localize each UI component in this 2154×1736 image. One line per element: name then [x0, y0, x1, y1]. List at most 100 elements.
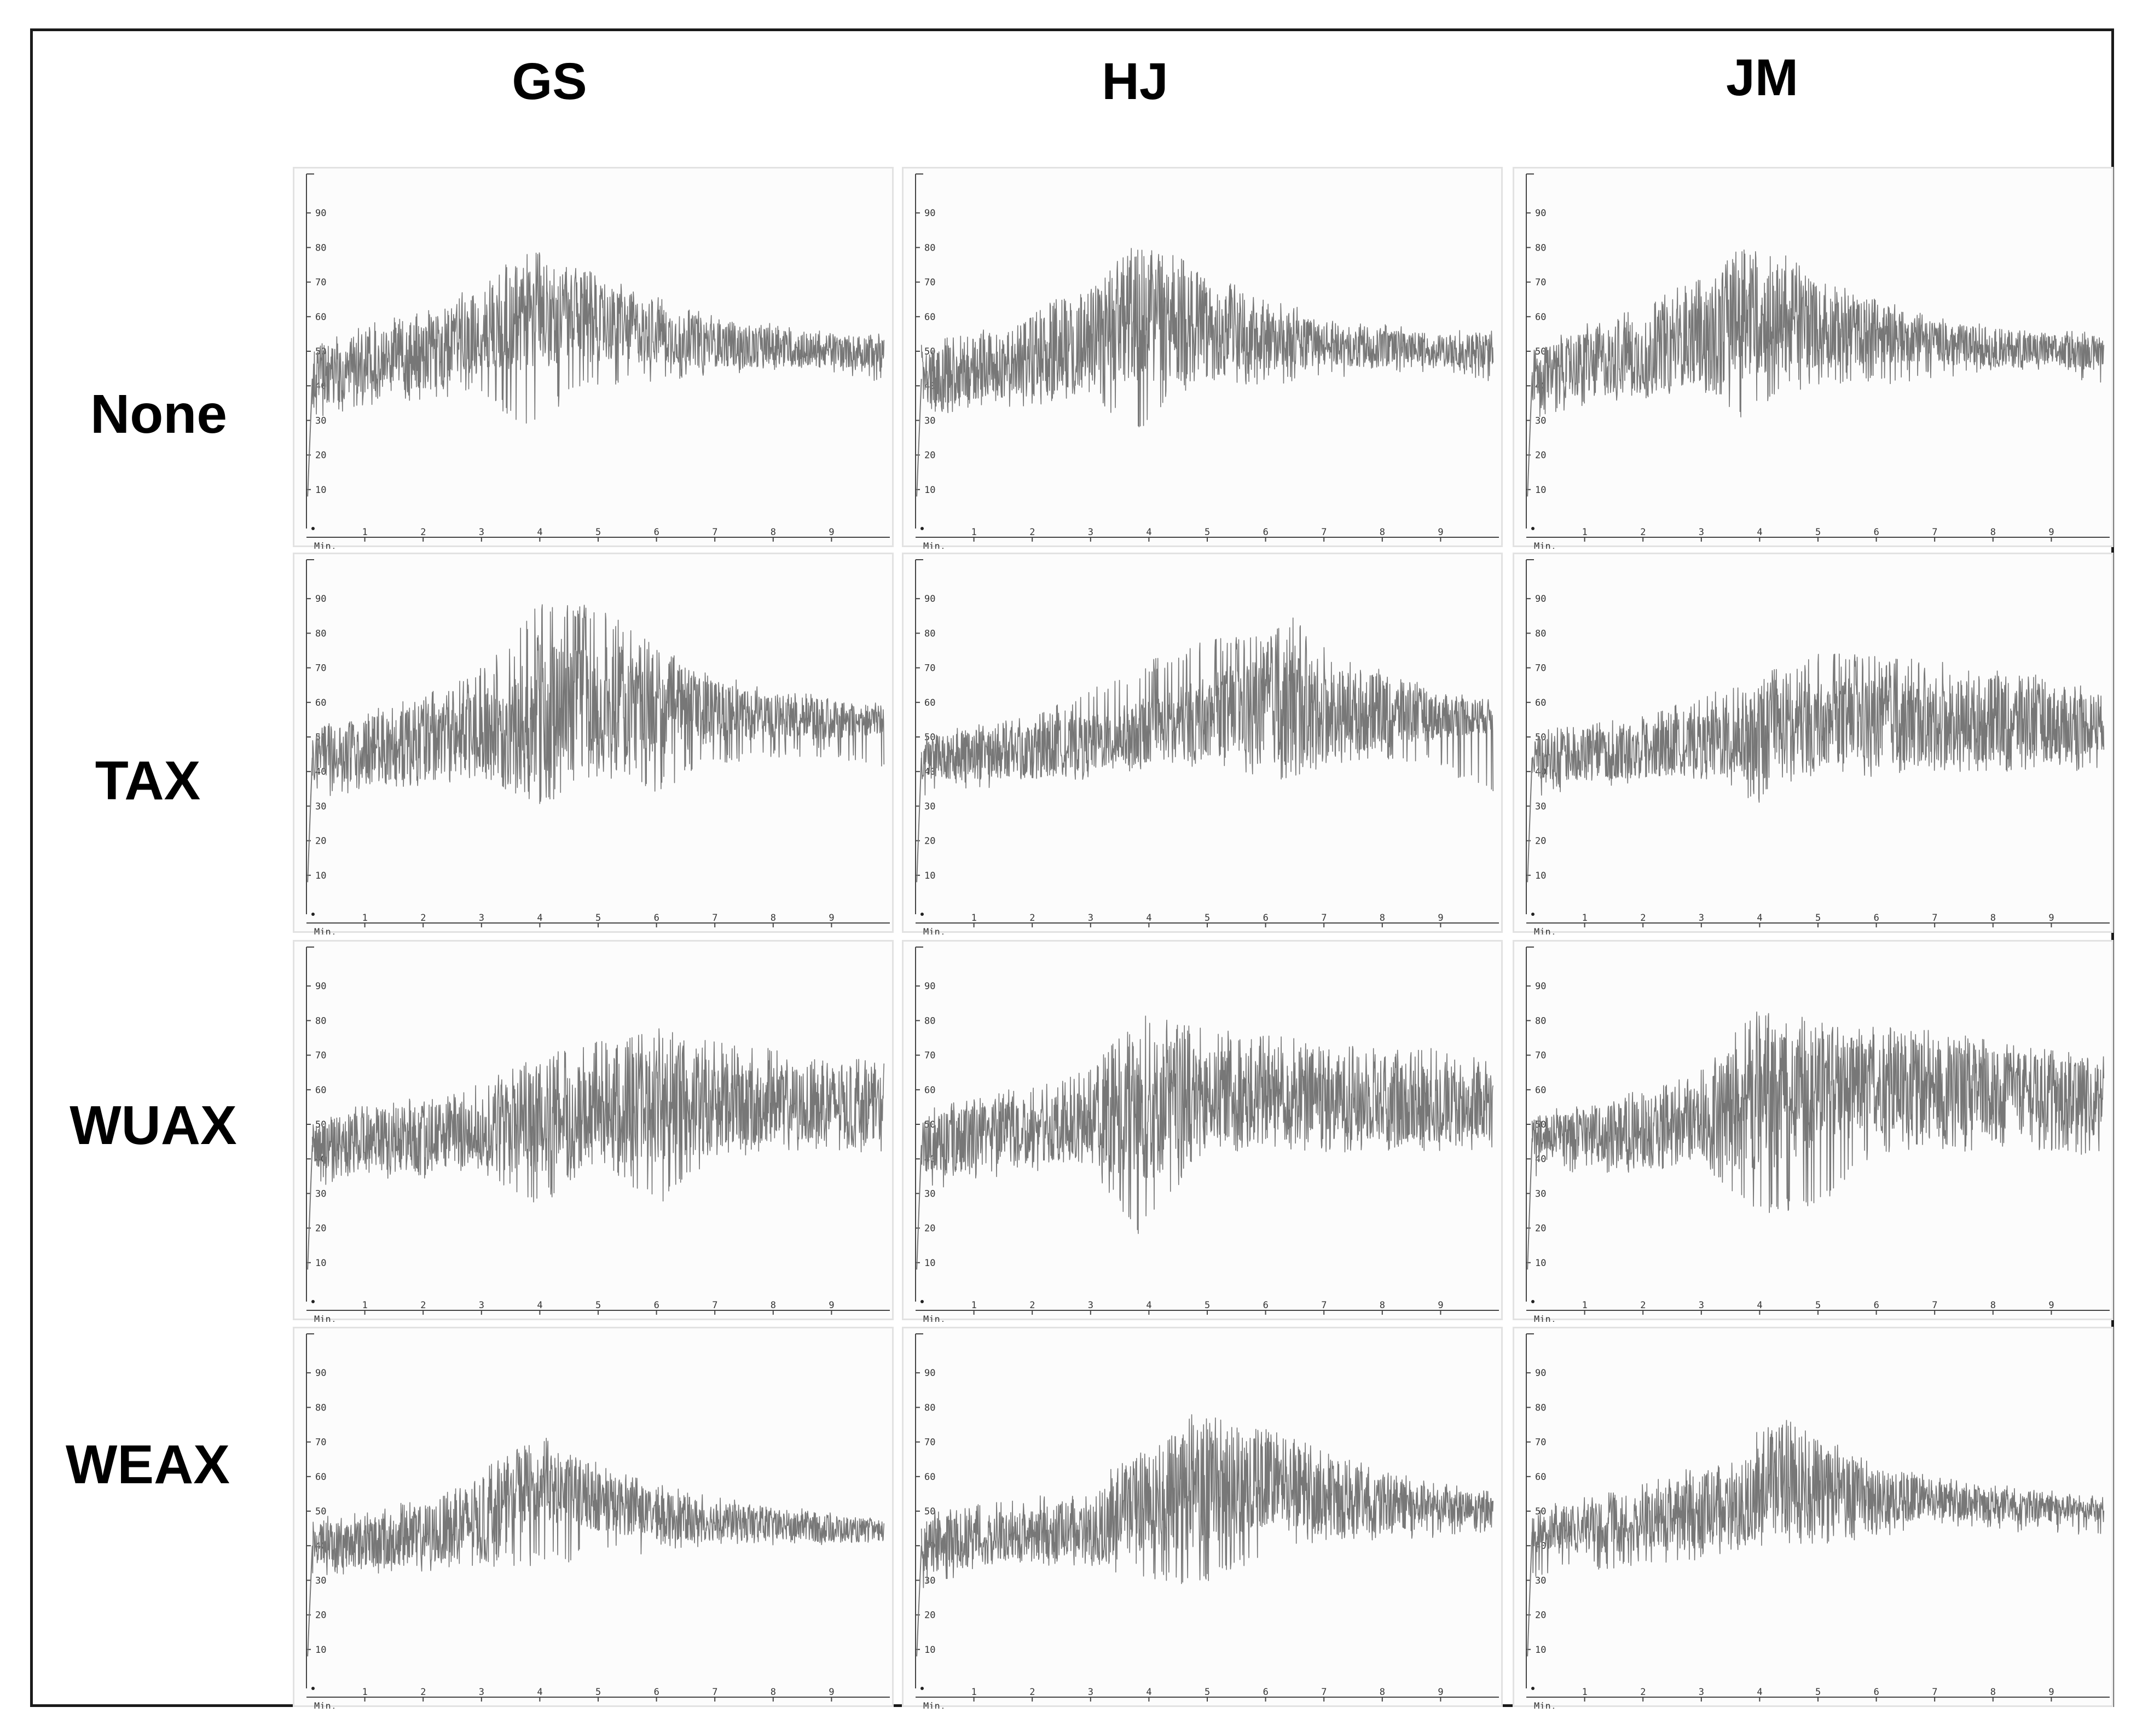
panel-wuax-gs: 10 20 30 40 50 60 70 80 90 1 2 3 4 5 6 7 8 9 Min. [293, 940, 894, 1322]
x-tick-label: 3 [1088, 1300, 1093, 1311]
row-header-none: None [90, 384, 227, 445]
row-header-tax: TAX [95, 750, 201, 811]
x-tick-label: 5 [1815, 913, 1821, 924]
y-tick-label: 60 [924, 1472, 935, 1483]
y-tick-label: 80 [315, 1015, 326, 1026]
x-tick-label: 9 [829, 527, 834, 538]
x-tick-label: 8 [771, 913, 776, 924]
y-tick-label: 90 [1535, 1368, 1546, 1379]
signal-trace-none-jm [1531, 249, 2105, 417]
x-tick-label: 2 [1640, 527, 1646, 538]
signal-start [1527, 375, 1533, 497]
y-tick-label: 10 [315, 1645, 326, 1656]
column-header-gs: GS [512, 53, 587, 111]
x-tick-label: 3 [1699, 1687, 1704, 1698]
panel-none-jm: 10 20 30 40 50 60 70 80 90 1 2 3 4 5 6 7 8 9 Min. [1513, 167, 2114, 549]
y-tick-label: 20 [315, 1223, 326, 1234]
panel-tax-jm: 10 20 30 40 50 60 70 80 90 1 2 3 4 5 6 7 8 9 Min. [1513, 553, 2114, 934]
x-tick-label: 6 [1874, 527, 1879, 538]
x-tick-label: 4 [1757, 1300, 1762, 1311]
y-tick-label: 90 [924, 1368, 935, 1379]
x-unit-label: Min. [314, 1314, 337, 1322]
x-tick-label: 8 [1380, 527, 1385, 538]
y-tick-label: 80 [924, 1015, 935, 1026]
origin-marker [311, 1300, 315, 1303]
x-tick-label: 5 [595, 913, 601, 924]
origin-marker [311, 1687, 315, 1690]
y-tick-label: 20 [924, 450, 935, 461]
panel-weax-hj: 10 20 30 40 50 60 70 80 90 1 2 3 4 5 6 7 8 9 Min. [902, 1327, 1503, 1709]
x-unit-label: Min. [923, 927, 946, 934]
x-tick-label: 2 [1640, 913, 1646, 924]
signal-start [1527, 1531, 1533, 1657]
y-tick-label: 40 [924, 767, 935, 777]
x-tick-label: 9 [1438, 527, 1443, 538]
origin-marker [920, 1300, 924, 1303]
panel-wuax-jm: 10 20 30 40 50 60 70 80 90 1 2 3 4 5 6 7 8 9 Min. [1513, 940, 2114, 1322]
x-tick-label: 8 [771, 1300, 776, 1311]
y-tick-label: 70 [1535, 277, 1546, 288]
y-tick-label: 20 [924, 1223, 935, 1234]
y-tick-label: 80 [315, 628, 326, 639]
y-tick-label: 20 [1535, 1223, 1546, 1234]
x-unit-label: Min. [1534, 1701, 1556, 1709]
x-tick-label: 7 [1321, 1687, 1327, 1698]
y-tick-label: 40 [1535, 1154, 1546, 1165]
y-tick-label: 90 [315, 981, 326, 992]
origin-marker [311, 527, 315, 530]
x-tick-label: 3 [1088, 527, 1093, 538]
x-tick-label: 1 [971, 1687, 977, 1698]
x-tick-label: 3 [1699, 1300, 1704, 1311]
x-unit-label: Min. [923, 541, 946, 549]
y-tick-label: 60 [924, 312, 935, 323]
y-tick-label: 20 [1535, 1610, 1546, 1621]
x-tick-label: 4 [537, 913, 542, 924]
signal-trace-weax-gs [311, 1437, 885, 1575]
origin-marker [1531, 1300, 1535, 1303]
signal-trace-weax-hj [920, 1414, 1494, 1588]
origin-marker [920, 1687, 924, 1690]
y-tick-label: 30 [315, 801, 326, 812]
x-tick-label: 3 [1699, 527, 1704, 538]
x-tick-label: 3 [479, 1300, 484, 1311]
x-tick-label: 1 [971, 1300, 977, 1311]
x-tick-label: 4 [537, 1687, 542, 1698]
x-tick-label: 3 [1088, 1687, 1093, 1698]
x-tick-label: 1 [971, 913, 977, 924]
y-tick-label: 70 [1535, 1050, 1546, 1061]
y-tick-label: 70 [315, 1437, 326, 1448]
signal-start [916, 1546, 922, 1657]
signal-start [307, 1145, 313, 1270]
y-tick-label: 90 [1535, 594, 1546, 605]
y-tick-label: 90 [924, 594, 935, 605]
x-tick-label: 1 [362, 913, 368, 924]
y-tick-label: 10 [1535, 485, 1546, 496]
signal-trace-weax-jm [1531, 1420, 2105, 1577]
x-tick-label: 2 [420, 1300, 426, 1311]
origin-marker [311, 913, 315, 916]
x-tick-label: 7 [1932, 1300, 1937, 1311]
y-tick-label: 10 [1535, 1645, 1546, 1656]
y-tick-label: 60 [1535, 312, 1546, 323]
y-tick-label: 20 [315, 1610, 326, 1621]
signal-trace-tax-hj [920, 617, 1494, 796]
signal-start [1527, 757, 1533, 882]
x-tick-label: 4 [1146, 527, 1151, 538]
x-tick-label: 5 [1815, 1300, 1821, 1311]
panel-none-hj: 10 20 30 40 50 60 70 80 90 1 2 3 4 5 6 7 8 9 Min. [902, 167, 1503, 549]
y-tick-label: 80 [315, 1402, 326, 1413]
y-tick-label: 50 [1535, 346, 1546, 357]
panel-weax-gs: 10 20 30 40 50 60 70 80 90 1 2 3 4 5 6 7 8 9 Min. [293, 1327, 894, 1709]
y-tick-label: 70 [1535, 1437, 1546, 1448]
x-tick-label: 2 [1640, 1687, 1646, 1698]
y-tick-label: 10 [924, 485, 935, 496]
y-tick-label: 70 [924, 277, 935, 288]
signal-start [307, 757, 313, 882]
x-unit-label: Min. [314, 927, 337, 934]
